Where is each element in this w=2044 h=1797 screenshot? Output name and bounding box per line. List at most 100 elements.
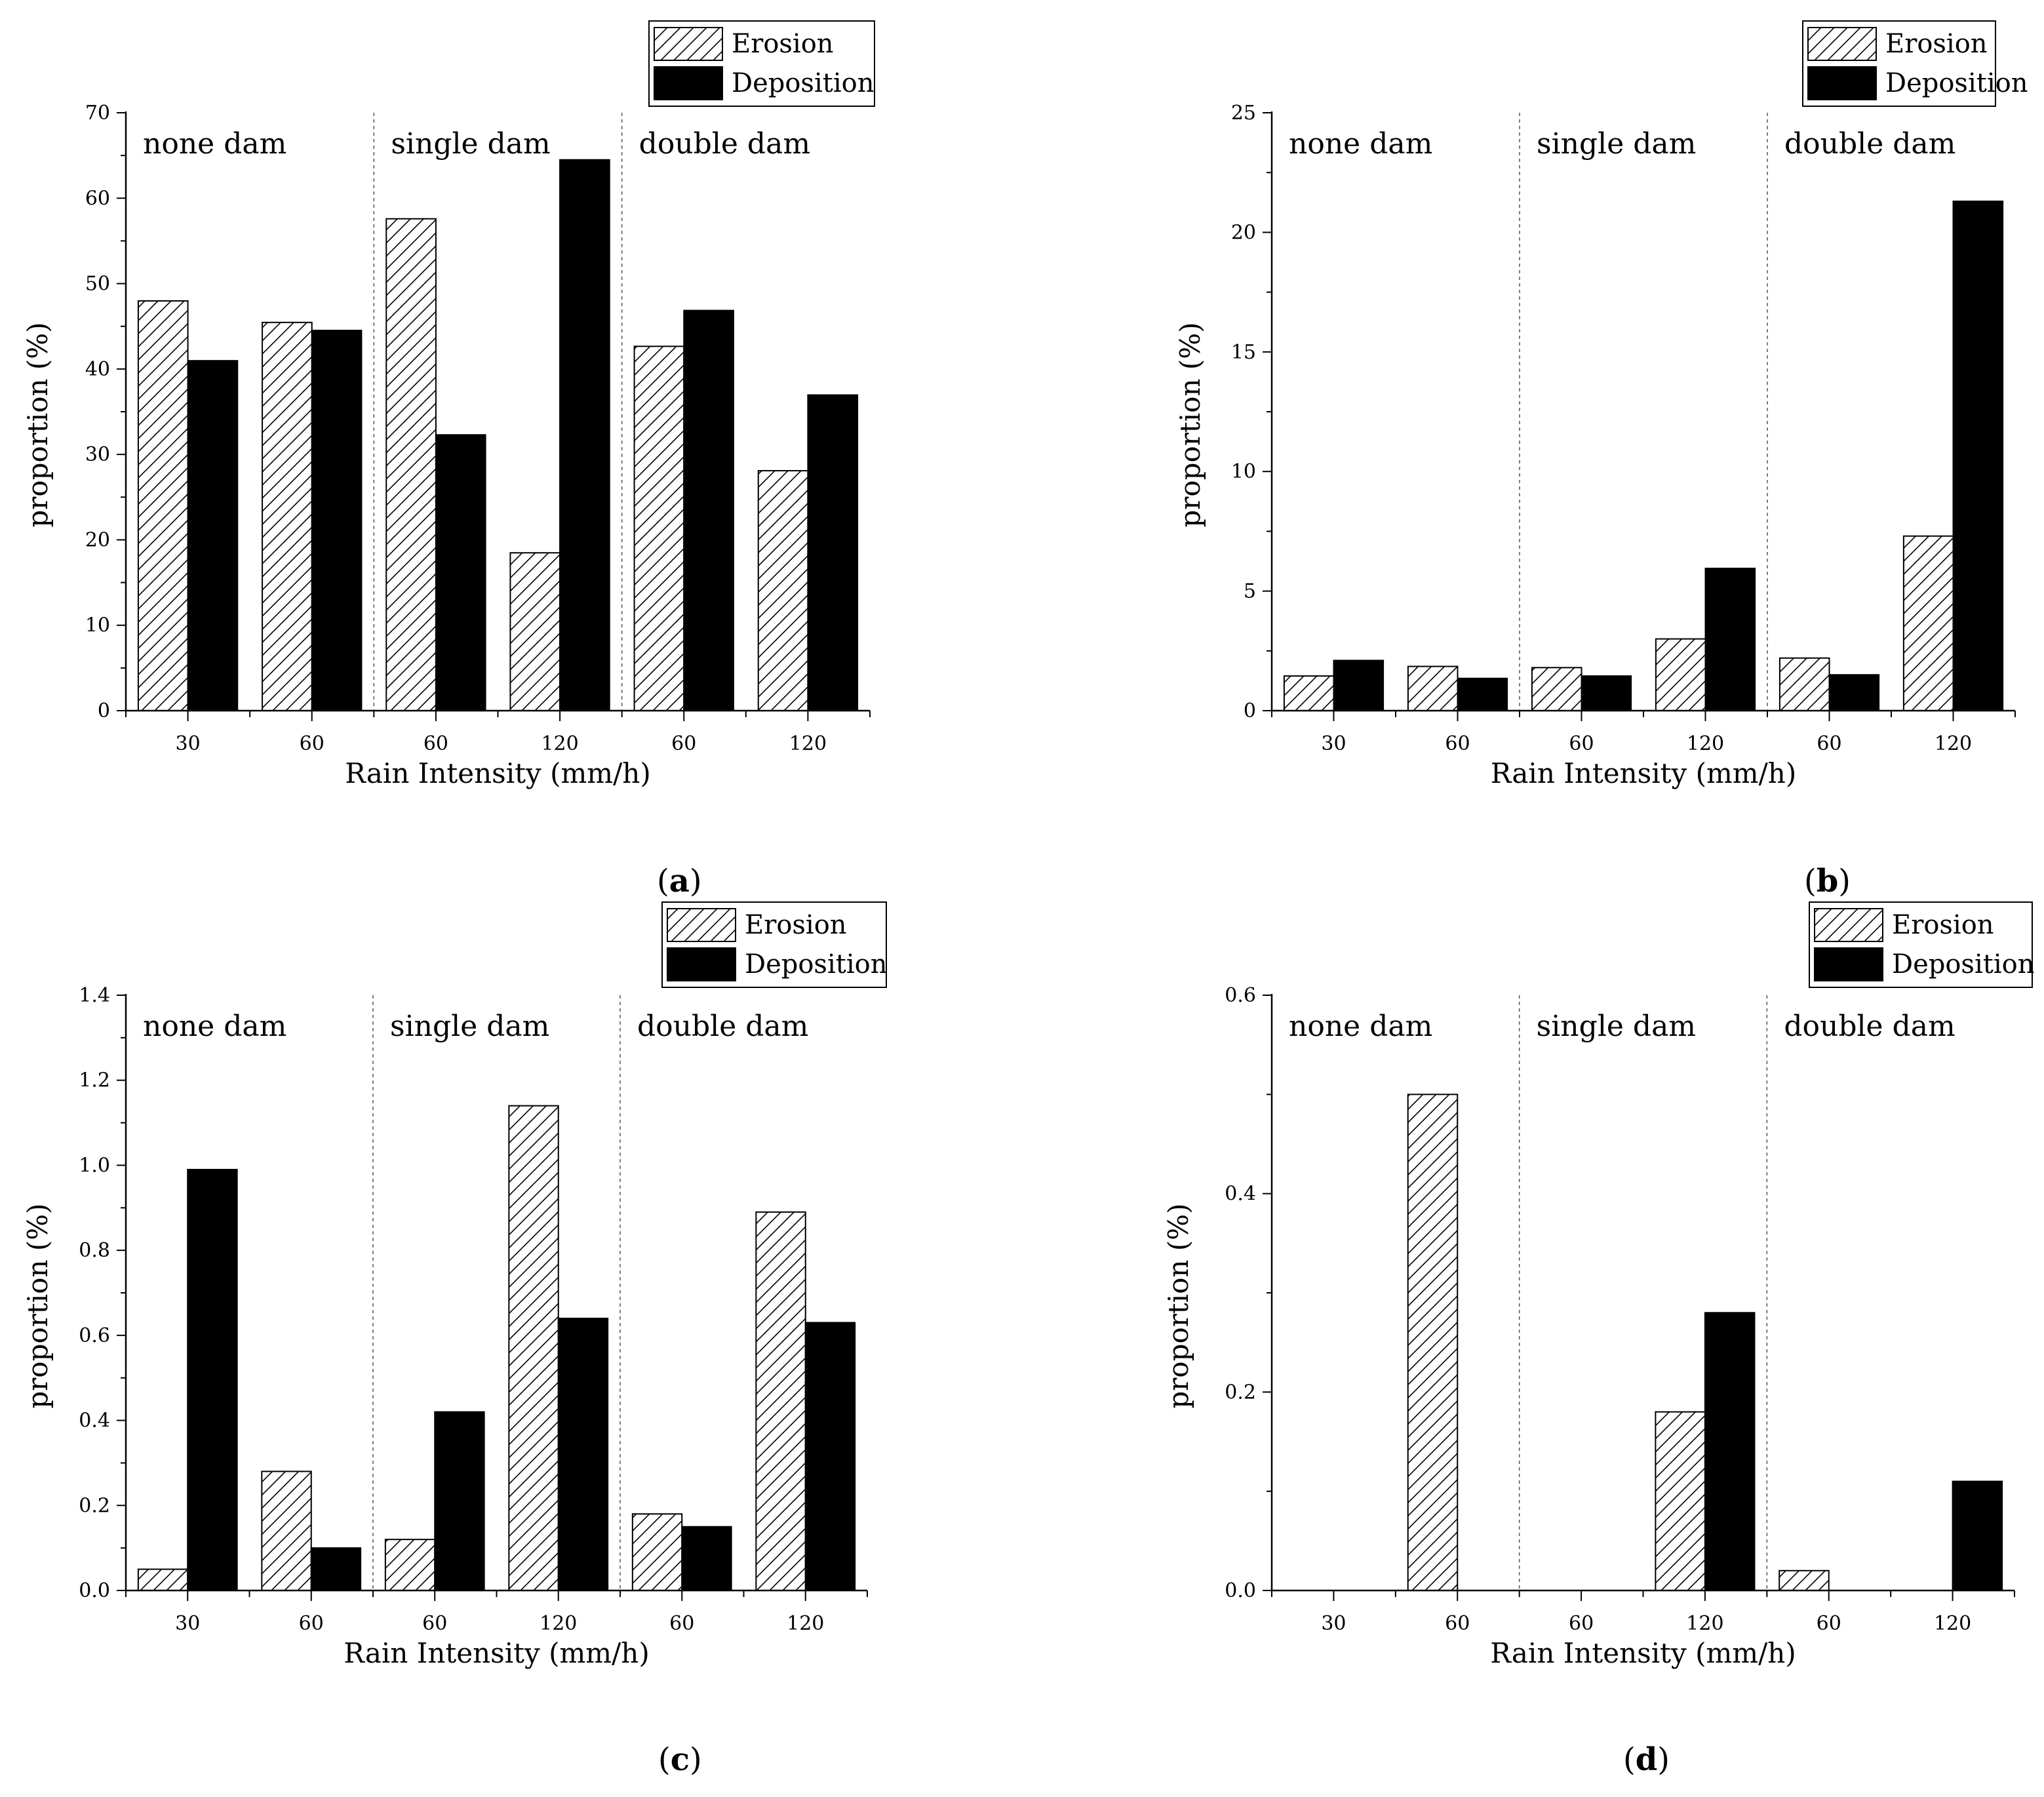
panel-label-letter: b [1817, 863, 1839, 899]
group-label: double dam [1784, 127, 1956, 161]
x-tick-label: 60 [671, 732, 696, 755]
legend-label-deposition: Deposition [1892, 949, 2034, 979]
x-tick-label: 60 [669, 1612, 694, 1635]
x-axis-title: Rain Intensity (mm/h) [344, 1637, 649, 1669]
y-axis-title: proportion (%) [22, 1203, 54, 1408]
panel-label-letter: a [669, 863, 690, 899]
group-label: single dam [1537, 1010, 1696, 1043]
group-label: none dam [1289, 127, 1432, 161]
erosion-bar-2 [1407, 665, 1459, 712]
y-tick-label: 0 [98, 700, 110, 722]
panel-label-paren-open: ( [1804, 863, 1817, 899]
erosion-bar-3 [384, 1539, 436, 1591]
legend-swatch-erosion [667, 908, 736, 942]
panel-label: (a) [657, 863, 702, 899]
deposition-bar-5 [683, 309, 734, 711]
x-axis-title: Rain Intensity (mm/h) [1491, 757, 1796, 789]
legend-swatch-deposition [1807, 66, 1877, 100]
deposition-bar-5 [1828, 674, 1880, 712]
group-label: none dam [143, 1010, 286, 1043]
group-label: double dam [1784, 1010, 1955, 1043]
y-tick-label: 10 [85, 614, 110, 637]
legend: Erosion Deposition [661, 901, 887, 988]
y-tick-label: 30 [85, 443, 110, 466]
legend-swatch-erosion [1807, 27, 1877, 61]
erosion-bar-5 [633, 346, 685, 711]
deposition-bar-3 [434, 1411, 485, 1592]
y-tick-label: 0.2 [1225, 1381, 1256, 1404]
panel-label: (d) [1623, 1741, 1670, 1778]
y-tick-label: 0.2 [79, 1494, 110, 1517]
group-label: none dam [143, 127, 286, 161]
panel-label-paren-open: ( [658, 1741, 671, 1778]
x-tick-label: 30 [175, 732, 200, 755]
x-tick-label: 60 [1817, 1612, 1841, 1635]
x-tick-label: 120 [540, 1612, 577, 1635]
deposition-bar-4 [1704, 567, 1756, 711]
y-tick-label: 0.0 [1225, 1579, 1256, 1602]
x-tick-label: 60 [1569, 732, 1594, 755]
legend-swatch-erosion [1814, 908, 1883, 942]
x-tick-label: 60 [1445, 732, 1470, 755]
deposition-bar-6 [804, 1322, 856, 1592]
panel-label: (c) [658, 1741, 702, 1778]
x-tick-label: 120 [789, 732, 827, 755]
legend: Erosion Deposition [1802, 20, 2028, 107]
deposition-bar-5 [681, 1526, 732, 1592]
panel-label-paren-close: ) [690, 1741, 702, 1778]
x-tick-label: 120 [787, 1612, 824, 1635]
deposition-bar-6 [807, 394, 859, 711]
group-label: none dam [1289, 1010, 1432, 1043]
deposition-bar-2 [310, 1547, 362, 1591]
x-tick-label: 120 [1935, 732, 1972, 755]
y-axis-title: proportion (%) [22, 322, 54, 527]
x-tick-label: 60 [422, 1612, 447, 1635]
legend-swatch-deposition [667, 947, 736, 981]
panel-label-letter: c [671, 1741, 690, 1778]
erosion-bar-4 [508, 1105, 559, 1591]
legend-label-erosion: Erosion [745, 910, 847, 940]
y-tick-label: 15 [1231, 341, 1256, 364]
erosion-bar-5 [631, 1513, 683, 1591]
x-tick-label: 60 [1569, 1612, 1594, 1635]
y-tick-label: 0.0 [79, 1579, 110, 1602]
deposition-bar-6 [1952, 200, 2004, 711]
group-label: double dam [639, 127, 810, 161]
y-tick-label: 10 [1231, 460, 1256, 483]
deposition-bar-4 [559, 159, 610, 711]
panel-label: (b) [1804, 863, 1851, 899]
legend: Erosion Deposition [648, 20, 875, 107]
panel-label-paren-open: ( [657, 863, 669, 899]
erosion-bar-1 [137, 1568, 189, 1592]
x-tick-label: 120 [1687, 732, 1724, 755]
erosion-bar-2 [261, 1471, 312, 1591]
group-label: double dam [637, 1010, 808, 1043]
y-tick-label: 60 [85, 187, 110, 210]
x-tick-label: 60 [1445, 1612, 1470, 1635]
group-label: single dam [391, 127, 550, 161]
y-tick-label: 0.4 [79, 1410, 110, 1432]
legend-swatch-deposition [1814, 947, 1883, 981]
legend-swatch-erosion [654, 27, 723, 61]
deposition-bar-1 [187, 1168, 238, 1591]
group-label: single dam [390, 1010, 549, 1043]
x-tick-label: 30 [175, 1612, 200, 1635]
deposition-bar-1 [187, 360, 239, 711]
deposition-bar-4 [557, 1317, 609, 1592]
deposition-bar-6 [1952, 1480, 2003, 1592]
y-tick-label: 25 [1231, 102, 1256, 125]
panel-label-letter: d [1636, 1741, 1658, 1778]
y-tick-label: 20 [85, 528, 110, 551]
x-tick-label: 60 [300, 732, 324, 755]
erosion-bar-4 [1655, 638, 1706, 711]
y-tick-label: 0.4 [1225, 1183, 1256, 1206]
x-tick-label: 60 [423, 732, 448, 755]
group-label: single dam [1537, 127, 1696, 161]
deposition-bar-3 [435, 434, 486, 711]
chart-panel-c: 0.00.20.40.60.81.01.21.430 60 60 120 60 120Ra… [22, 901, 887, 1778]
y-tick-label: 20 [1231, 221, 1256, 244]
erosion-bar-5 [1779, 1570, 1830, 1592]
